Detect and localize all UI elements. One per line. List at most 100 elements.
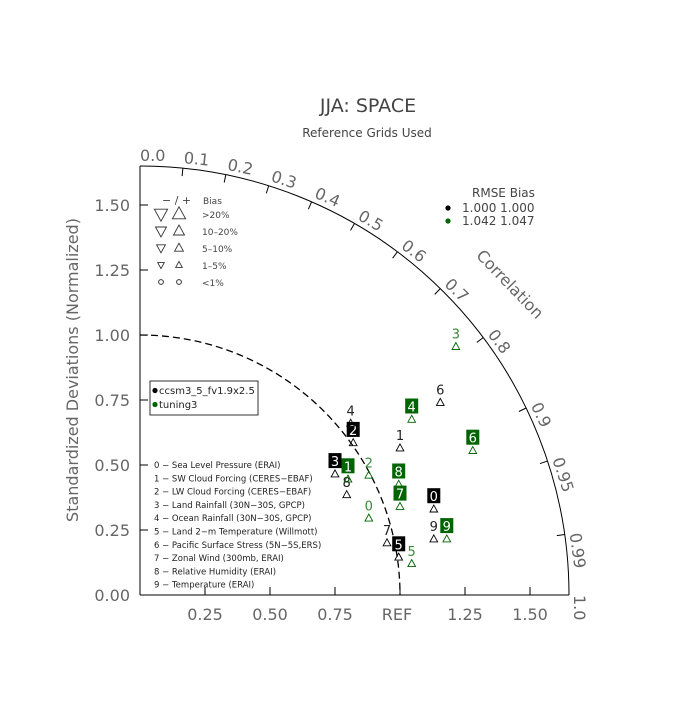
rmse-row-values: 1.000 1.000 [462, 201, 535, 215]
variable-legend-item: 7 − Zonal Wind (300mb, ERAI) [154, 554, 284, 564]
bias-marker [345, 418, 356, 427]
point-label: 7 [383, 524, 391, 539]
y-tick-label: 0.75 [94, 391, 130, 410]
corr-tick-label: 0.1 [183, 148, 210, 169]
y-tick-label: 1.00 [94, 326, 130, 345]
corr-tick-label: 0.3 [269, 167, 299, 193]
corr-tick-label: 0.2 [226, 155, 255, 179]
ref-label: REF [382, 605, 412, 624]
corr-tick-label: 0.4 [312, 183, 343, 211]
case-legend: ccsm3_5_fv1.9x2.5 tuning3 [149, 380, 259, 416]
x-tick-label: 0.25 [187, 605, 223, 624]
point-label: 1 [396, 429, 404, 444]
point-label: 0 [430, 490, 438, 505]
point-label: 5 [408, 545, 416, 560]
point-label-box [440, 518, 454, 534]
corr-tick-label: 0.9 [527, 399, 555, 430]
reference-arc [139, 334, 401, 596]
variable-legend-item: 1 − SW Cloud Forcing (CERES−EBAF) [154, 474, 313, 484]
point-label: 3 [452, 328, 460, 343]
bias-marker [342, 489, 352, 499]
corr-tick-mark [434, 288, 441, 295]
outer-arc [139, 165, 570, 596]
bias-marker [395, 501, 405, 510]
bias-marker [394, 479, 404, 488]
case-legend-dot [152, 387, 158, 394]
bias-marker [435, 397, 445, 406]
bias-marker [429, 533, 439, 543]
corr-tick-mark [539, 460, 548, 465]
bias-marker [171, 205, 187, 220]
bias-legend-signs: − / + [162, 194, 191, 207]
point-label: 9 [430, 520, 438, 535]
x-tick-label: 0.50 [252, 605, 288, 624]
bias-legend-row: >20% [202, 211, 230, 221]
bias-legend-label: Bias [203, 197, 222, 207]
point-label: 7 [396, 488, 404, 503]
corr-tick-mark [392, 251, 398, 259]
corr-tick-mark [350, 223, 355, 231]
bias-marker [364, 470, 374, 479]
correlation-label: Correlation [472, 246, 547, 323]
corr-tick-mark [307, 201, 313, 210]
rmse-row-values: 1.042 1.047 [462, 214, 535, 228]
point-label: 9 [443, 520, 451, 535]
bias-marker [364, 513, 374, 522]
x-tick-label: 1.25 [447, 605, 483, 624]
y-axis-label: Standardized Deviations (Normalized) [63, 218, 82, 522]
bias-legend-row: <1% [202, 279, 224, 289]
bias-marker [153, 208, 169, 223]
rmse-header: RMSE Bias [472, 186, 535, 200]
corr-tick-mark [476, 337, 484, 343]
point-label: 1 [344, 460, 352, 475]
rmse-row-dot [445, 218, 451, 224]
bias-marker [156, 262, 166, 270]
bias-marker [172, 224, 186, 236]
point-label-box [346, 421, 360, 437]
case-legend-name: ccsm3_5_fv1.9x2.5 [159, 386, 255, 397]
bias-marker [442, 533, 452, 543]
bias-marker [451, 341, 461, 350]
bias-marker-circle [158, 279, 164, 285]
bias-legend-row: 10–20% [202, 228, 238, 238]
point-label-box [393, 485, 407, 501]
point-label: 6 [469, 432, 477, 447]
corr-tick-label: 0.95 [549, 455, 578, 495]
bias-marker [394, 552, 404, 561]
case-legend-dot [152, 401, 158, 408]
point-label: 8 [395, 466, 403, 481]
point-label: 5 [395, 538, 403, 553]
corr-tick-label: 0.5 [355, 206, 387, 235]
chart-title: JJA: SPACE [319, 95, 416, 117]
variable-legend-item: 6 − Pacific Surface Stress (5N−5S,ERS) [154, 541, 321, 551]
y-tick-label: 0.00 [94, 586, 130, 605]
corr-tick-label: 1.0 [570, 595, 589, 620]
point-label: 2 [349, 424, 357, 439]
point-label-box [405, 398, 419, 414]
corr-tick-label: 0.7 [441, 274, 472, 305]
bias-marker [174, 260, 184, 268]
case-legend-name: tuning3 [159, 400, 197, 411]
bias-marker [173, 242, 185, 252]
bias-marker [468, 445, 478, 454]
variable-legend-item: 4 − Ocean Rainfall (30N−30S, GPCP) [154, 514, 311, 524]
bias-marker [395, 442, 405, 452]
case-legend-frame [149, 380, 259, 416]
y-tick-label: 0.25 [94, 521, 130, 540]
y-tick-label: 0.50 [94, 456, 130, 475]
point-label-box [328, 453, 342, 469]
bias-marker [429, 504, 439, 513]
x-tick-label: 0.75 [317, 605, 353, 624]
bias-legend: − / + Bias >20% 10–20% 5–10% 1–5% <1% [153, 194, 238, 289]
point-label-box [392, 463, 406, 479]
bias-marker [154, 226, 168, 238]
point-label: 4 [408, 401, 416, 416]
bias-marker [343, 474, 353, 483]
corr-tick-label: 0.0 [140, 146, 165, 165]
point-label: 4 [346, 404, 354, 419]
point-label: 3 [331, 455, 339, 470]
